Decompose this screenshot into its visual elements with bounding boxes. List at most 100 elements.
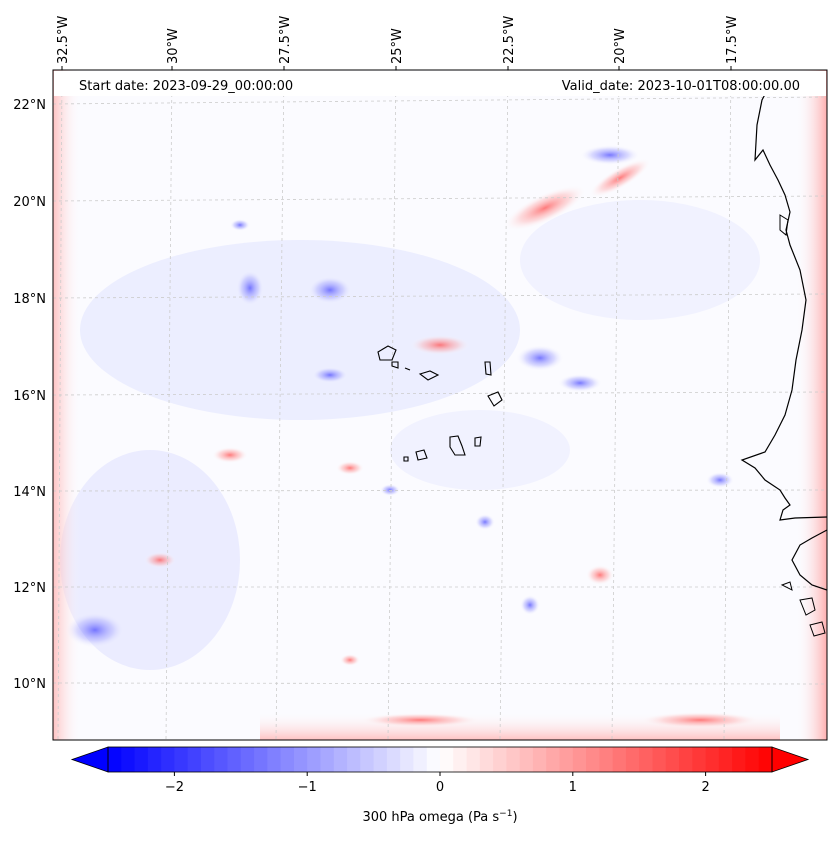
colorbar-segment bbox=[214, 747, 229, 772]
field-blob bbox=[520, 200, 760, 320]
colorbar-segment bbox=[586, 747, 600, 772]
longitude-label: 22.5°W bbox=[502, 16, 517, 64]
colorbar-segment bbox=[718, 747, 733, 772]
descent-core bbox=[503, 185, 587, 231]
ascent-core bbox=[308, 276, 352, 304]
latitude-label: 12°N bbox=[13, 581, 46, 596]
colorbar-segment bbox=[307, 747, 322, 772]
colorbar-segment bbox=[108, 747, 122, 772]
colorbar-segment bbox=[320, 747, 335, 772]
colorbar-segment bbox=[546, 747, 561, 772]
coast-inlet bbox=[779, 214, 789, 236]
meridian-line bbox=[57, 70, 63, 740]
colorbar-extend-min bbox=[70, 746, 109, 773]
colorbar-tick-label: −2 bbox=[165, 780, 184, 795]
meridian-line bbox=[611, 70, 620, 740]
colorbar: −2 −1 0 1 2 bbox=[70, 746, 810, 795]
ascent-core bbox=[558, 374, 602, 392]
colorbar-segment bbox=[373, 747, 388, 772]
field-blob bbox=[80, 240, 520, 420]
descent-core bbox=[586, 565, 614, 585]
ascent-core bbox=[706, 472, 734, 488]
ascent-core bbox=[520, 595, 540, 615]
longitude-label: 20°W bbox=[613, 28, 628, 64]
island-maio bbox=[474, 436, 482, 447]
meridian-line bbox=[165, 70, 173, 740]
header-band bbox=[54, 71, 826, 96]
island-santo-antao bbox=[377, 345, 397, 361]
graticule bbox=[53, 70, 827, 740]
longitude-labels: 32.5°W 30°W 27.5°W 25°W 22.5°W 20°W 17.5°W bbox=[56, 16, 740, 70]
colorbar-segment bbox=[240, 747, 255, 772]
colorbar-segment bbox=[227, 747, 242, 772]
longitude-label: 25°W bbox=[390, 28, 405, 64]
descent-core bbox=[589, 158, 651, 198]
colorbar-tick-label: 1 bbox=[569, 780, 577, 795]
colorbar-segment bbox=[532, 747, 547, 772]
colorbar-segment bbox=[732, 747, 747, 772]
colorbar-segment bbox=[347, 747, 361, 772]
island-sal bbox=[484, 361, 492, 376]
colorbar-segment bbox=[692, 747, 707, 772]
island-brava bbox=[403, 456, 409, 462]
ascent-core bbox=[516, 345, 564, 371]
longitude-label: 32.5°W bbox=[56, 16, 71, 64]
colorbar-segment bbox=[519, 747, 534, 772]
ascent-core bbox=[236, 270, 264, 306]
meridian-line bbox=[275, 70, 285, 740]
longitude-label: 17.5°W bbox=[725, 16, 740, 64]
colorbar-segment bbox=[599, 747, 614, 772]
colorbar-segment bbox=[652, 747, 667, 772]
colorbar-segment bbox=[453, 747, 468, 772]
colorbar-segment bbox=[559, 747, 574, 772]
island-sao-vicente bbox=[391, 361, 399, 369]
coast-islands bbox=[780, 581, 826, 637]
island-santa-luzia bbox=[404, 367, 411, 371]
meridian-line bbox=[387, 70, 397, 740]
cape-verde-islands bbox=[377, 345, 503, 462]
colorbar-tick-label: 0 bbox=[436, 780, 444, 795]
island-santiago bbox=[449, 435, 466, 456]
colorbar-label-close: ) bbox=[512, 810, 517, 825]
latitude-label: 22°N bbox=[13, 98, 46, 113]
colorbar-segment bbox=[174, 747, 189, 772]
descent-core bbox=[360, 713, 480, 727]
island-sao-nicolau bbox=[418, 370, 440, 381]
descent-core bbox=[340, 654, 360, 666]
colorbar-segment bbox=[665, 747, 680, 772]
colorbar-tick-label: −1 bbox=[298, 780, 317, 795]
island-fogo bbox=[415, 449, 428, 461]
latitude-label: 20°N bbox=[13, 195, 46, 210]
edge-band-right bbox=[796, 70, 827, 740]
field-blob bbox=[390, 410, 570, 490]
colorbar-segment bbox=[293, 747, 308, 772]
colorbar-segment bbox=[333, 747, 348, 772]
colorbar-label-exponent: −1 bbox=[499, 809, 512, 819]
colorbar-segment bbox=[426, 747, 441, 772]
colorbar-segment bbox=[254, 747, 268, 772]
latitude-labels: 22°N 20°N 18°N 16°N 14°N 12°N 10°N bbox=[13, 98, 46, 692]
map-frame bbox=[52, 69, 828, 741]
colorbar-tick-label: 2 bbox=[701, 780, 709, 795]
colorbar-segment bbox=[506, 747, 521, 772]
africa-coastline bbox=[740, 84, 827, 521]
longitude-label: 27.5°W bbox=[278, 16, 293, 64]
colorbar-segment bbox=[440, 747, 454, 772]
ascent-core bbox=[380, 484, 400, 496]
island-boa-vista bbox=[487, 391, 503, 407]
colorbar-segment bbox=[134, 747, 149, 772]
latitude-label: 14°N bbox=[13, 485, 46, 500]
descent-core bbox=[144, 552, 176, 568]
valid-date-label: Valid_date: 2023-10-01T08:00:00.00 bbox=[562, 79, 800, 94]
colorbar-segment bbox=[612, 747, 627, 772]
colorbar-segment bbox=[267, 747, 282, 772]
latitude-label: 10°N bbox=[13, 677, 46, 692]
meridian-line bbox=[499, 70, 509, 740]
colorbar-label: 300 hPa omega (Pa s−1) bbox=[362, 809, 517, 825]
descent-core bbox=[212, 447, 248, 463]
latitude-label: 18°N bbox=[13, 292, 46, 307]
ascent-core bbox=[580, 145, 640, 165]
descent-core bbox=[640, 712, 760, 728]
